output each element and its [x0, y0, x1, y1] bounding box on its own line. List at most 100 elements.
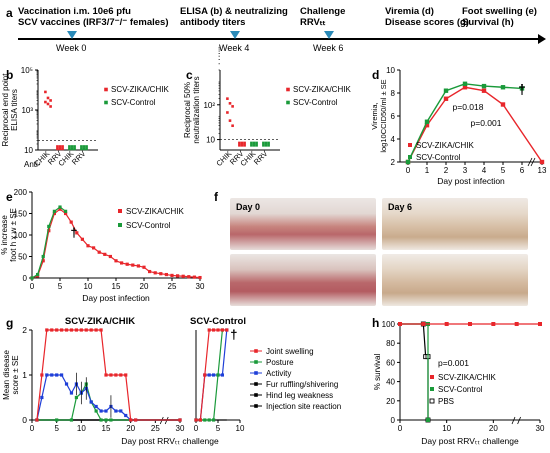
- data-point: [220, 328, 224, 332]
- data-point-SCV-Control: [82, 147, 86, 151]
- data-point: [481, 83, 487, 89]
- data-point: [69, 418, 74, 422]
- timeline-event-line: SCV vaccines (IRF3/7⁻/⁻ females): [18, 17, 169, 28]
- x-tick-label: 4: [482, 166, 487, 175]
- data-point: [125, 262, 129, 266]
- foot-photo-day6-top: Day 6: [382, 198, 528, 250]
- data-point: [64, 328, 69, 332]
- legend-marker: [429, 398, 435, 404]
- data-point: [212, 418, 216, 422]
- data-point: [74, 395, 78, 400]
- x-tick-label: 10: [442, 424, 451, 433]
- timeline-event-5: Foot swelling (e) Survival (h): [462, 6, 537, 28]
- data-point: [69, 391, 74, 395]
- y-label-line: Viremia,: [370, 102, 379, 129]
- data-point: [109, 418, 113, 422]
- x-tick-label: 5: [501, 166, 506, 175]
- data-point-SCV-Control: [250, 144, 253, 147]
- legend-marker: [118, 209, 122, 213]
- y-axis-label: % survival: [373, 354, 382, 391]
- dagger-annotation: †: [518, 81, 526, 97]
- data-point-SCV-ZIKA/CHIK: [46, 96, 50, 100]
- data-point-SCV-Control: [68, 147, 71, 151]
- x-tick-label: 25: [168, 282, 177, 291]
- data-point: [41, 259, 45, 263]
- timeline-event-line: Survival (h): [462, 17, 514, 28]
- legend-label: SCV-ZIKA/CHIK: [416, 141, 474, 150]
- y-label-line: Reciprocal 50%: [183, 82, 192, 138]
- data-point: [55, 373, 59, 377]
- legend-marker: [254, 393, 258, 397]
- data-point: [41, 254, 45, 259]
- subplot-title: SCV-ZIKA/CHIK: [65, 316, 135, 327]
- data-point: [212, 328, 216, 332]
- data-point: [119, 373, 123, 377]
- timeline-event-line: Foot swelling (e): [462, 6, 537, 17]
- data-point: [216, 373, 220, 377]
- x-tick-label: 13: [538, 166, 547, 175]
- data-point-SCV-ZIKA/CHIK: [46, 102, 50, 106]
- data-point-SCV-Control: [255, 141, 258, 145]
- x-axis-label: Day post infection: [437, 176, 505, 186]
- data-point: [207, 418, 211, 422]
- legend-marker: [286, 100, 290, 105]
- data-point: [164, 272, 168, 277]
- data-point: [120, 261, 124, 265]
- data-point: [55, 328, 59, 332]
- y-label-line: % increase: [0, 215, 9, 255]
- legend-label: SCV-Control: [293, 98, 338, 107]
- legend-label: SCV-Control: [416, 153, 461, 162]
- data-point: [94, 328, 98, 332]
- data-point-SCV-ZIKA/CHIK: [58, 147, 62, 151]
- x-tick-label: 15: [112, 282, 121, 291]
- data-point: [60, 373, 64, 377]
- y-label-line: Reciprocal end point: [1, 73, 10, 147]
- data-point-SCV-Control: [73, 145, 76, 148]
- data-point: [103, 252, 107, 256]
- series-line-SCV-Control: [31, 206, 66, 279]
- x-tick-label: 5: [216, 424, 221, 433]
- data-point: [104, 373, 108, 377]
- y-tick-label: 10³: [21, 106, 33, 115]
- data-point: [207, 373, 211, 377]
- series-line-SCV-ZIKA/CHIK: [31, 208, 201, 279]
- data-point-SCV-ZIKA/CHIK: [226, 97, 229, 100]
- legend-label: Posture: [266, 358, 294, 367]
- x-tick-label: 10: [77, 424, 86, 433]
- data-point: [86, 244, 90, 248]
- data-point: [142, 265, 146, 269]
- data-point: [443, 96, 449, 101]
- timeline-marker-arrow: [324, 31, 334, 39]
- y-tick-label: 0: [23, 274, 28, 283]
- data-point: [426, 418, 430, 422]
- y-tick-label: 2: [391, 158, 396, 167]
- data-point-SCV-Control: [262, 141, 265, 145]
- y-tick-label: 60: [386, 358, 395, 367]
- x-tick-label: 0: [406, 166, 411, 175]
- data-point-SCV-ZIKA/CHIK: [243, 144, 246, 147]
- data-point: [500, 85, 506, 90]
- data-point: [538, 322, 542, 326]
- data-point: [45, 328, 49, 332]
- legend-marker: [104, 87, 108, 92]
- panel-b-letter: b: [6, 68, 14, 82]
- data-point-SCV-Control: [85, 147, 88, 151]
- data-point: [52, 211, 56, 216]
- data-point: [99, 418, 103, 422]
- data-point: [94, 404, 98, 409]
- panel-d-letter: d: [372, 68, 380, 82]
- data-point: [131, 263, 135, 267]
- x-tick-label: 1: [425, 166, 430, 175]
- data-point: [109, 373, 113, 377]
- x-tick-label: 3: [463, 166, 468, 175]
- data-point-SCV-Control: [255, 144, 258, 147]
- data-point: [178, 418, 182, 422]
- y-tick-label: 2: [22, 325, 27, 335]
- data-point: [114, 409, 118, 413]
- data-point: [89, 328, 93, 332]
- data-point: [58, 207, 62, 211]
- data-point-SCV-ZIKA/CHIK: [56, 145, 59, 148]
- data-point: [50, 328, 54, 332]
- y-tick-label: 0: [391, 416, 396, 425]
- timeline-axis: [18, 38, 544, 40]
